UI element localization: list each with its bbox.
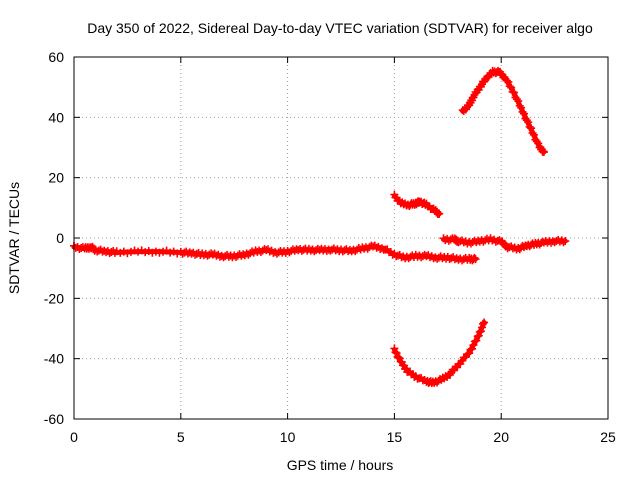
data-point (527, 124, 536, 133)
data-point (529, 130, 538, 139)
data-point (528, 129, 537, 138)
x-tick-label: 25 (600, 429, 616, 445)
data-point (504, 77, 513, 86)
data-point (123, 249, 132, 258)
data-point (377, 244, 386, 253)
y-tick-label: 20 (48, 170, 64, 186)
y-tick-label: 40 (48, 109, 64, 125)
x-axis-label: GPS time / hours (287, 457, 394, 473)
x-tick-label: 15 (387, 429, 403, 445)
data-point (479, 319, 488, 328)
data-point (472, 336, 481, 345)
data-point (141, 248, 150, 257)
data-point (394, 353, 403, 362)
data-point (331, 246, 340, 255)
data-point (476, 327, 485, 336)
y-axis-label: SDTVAR / TECUs (6, 182, 22, 294)
data-point (159, 247, 167, 256)
data-point (515, 101, 524, 110)
y-tick-label: -40 (44, 351, 64, 367)
data-point (112, 247, 121, 256)
data-point (480, 318, 489, 327)
data-point (155, 248, 164, 257)
data-point (137, 246, 146, 255)
data-point (144, 246, 153, 255)
data-point (507, 83, 516, 92)
y-tick-label: 60 (48, 49, 64, 65)
data-point (471, 255, 480, 264)
data-point (126, 247, 135, 256)
data-point (470, 253, 479, 262)
data-point (151, 247, 160, 256)
data-point (524, 118, 533, 127)
data-point (519, 109, 528, 118)
x-tick-label: 10 (280, 429, 296, 445)
data-point (469, 341, 478, 350)
data-point (561, 237, 570, 246)
data-point (468, 344, 477, 353)
data-point (525, 122, 534, 131)
data-point (435, 209, 444, 218)
data-point (517, 103, 526, 112)
data-point (390, 344, 399, 353)
x-tick-label: 5 (177, 429, 185, 445)
y-tick-label: -60 (44, 411, 64, 427)
data-point (166, 248, 175, 257)
data-point (391, 348, 400, 357)
data-point (518, 107, 527, 116)
data-point (514, 97, 523, 106)
data-point (134, 247, 143, 256)
data-point (539, 148, 548, 157)
data-point (463, 350, 472, 359)
data-point (559, 238, 568, 247)
data-point (477, 323, 486, 332)
data-point (474, 331, 483, 340)
data-point (512, 95, 521, 104)
data-point (522, 116, 531, 125)
data-point (299, 245, 308, 254)
data-point (116, 248, 125, 257)
data-point (532, 137, 541, 146)
grid-lines (74, 57, 608, 419)
chart-title: Day 350 of 2022, Sidereal Day-to-day VTE… (87, 20, 593, 36)
data-point (130, 246, 139, 255)
x-tick-label: 0 (70, 429, 78, 445)
data-point (465, 349, 474, 358)
data-point (505, 82, 514, 91)
data-point (392, 349, 401, 358)
axis-ticks: 0 5 10 15 20 25 -60 -40 -20 0 20 40 60 (44, 49, 616, 445)
data-point (510, 88, 519, 97)
y-tick-label: -20 (44, 290, 64, 306)
x-tick-label: 20 (493, 429, 509, 445)
data-marks (70, 66, 570, 388)
data-point (119, 247, 128, 256)
data-point (148, 248, 157, 257)
y-tick-label: 0 (56, 230, 64, 246)
data-point (502, 76, 511, 85)
